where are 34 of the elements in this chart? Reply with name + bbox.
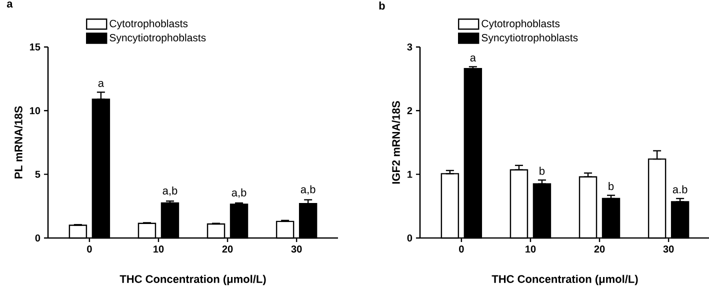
legend-label: Cytotrophoblasts: [482, 20, 560, 30]
legend-label: Syncytiotrophoblasts: [482, 34, 578, 44]
x-tick-label: 20: [594, 246, 605, 253]
x-axis-title: THC Concentration (μmol/L): [492, 274, 638, 286]
annotation: a,b: [232, 188, 246, 198]
x-axis-title: THC Concentration (μmol/L): [120, 274, 266, 286]
y-tick-label: 3: [407, 43, 412, 51]
annotation: a: [98, 80, 104, 87]
legend-label: Cytotrophoblasts: [110, 20, 188, 30]
y-tick-label: 1: [408, 170, 412, 178]
y-axis-title: PL mRNA/18S: [14, 106, 22, 178]
x-tick-label: 30: [291, 246, 302, 253]
legend-label: Syncytiotrophoblasts: [110, 34, 206, 44]
chart-title: b: [379, 2, 385, 10]
x-tick-label: 0: [459, 246, 464, 253]
annotation: a,b: [300, 185, 316, 195]
x-tick-label: 0: [87, 246, 92, 253]
annotation: a.b: [672, 185, 688, 194]
x-tick-label: 20: [222, 246, 233, 253]
y-tick-label: 5: [35, 170, 40, 178]
annotation: b: [540, 166, 545, 175]
x-tick-label: 10: [154, 246, 164, 253]
annotation: a: [470, 56, 476, 62]
y-tick-label: 0: [407, 234, 412, 242]
y-tick-label: 15: [30, 44, 40, 50]
annotation: b: [608, 182, 614, 190]
chart-title: a: [6, 2, 13, 8]
x-tick-label: 10: [526, 246, 536, 253]
y-axis-title: IGF2 mRNA/18S: [392, 101, 400, 184]
y-tick-label: 2: [407, 107, 412, 114]
y-tick-label: 0: [35, 234, 40, 242]
x-tick-label: 30: [663, 246, 674, 253]
y-tick-label: 10: [30, 107, 40, 114]
annotation: a,b: [162, 186, 178, 196]
